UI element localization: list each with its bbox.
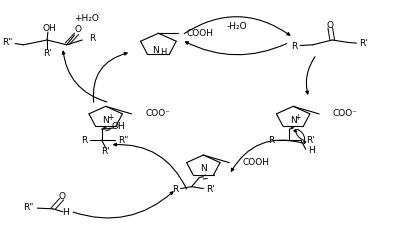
Text: R: R — [81, 136, 87, 145]
Text: R: R — [268, 136, 274, 145]
Text: COO⁻: COO⁻ — [333, 109, 358, 118]
Text: COO⁻: COO⁻ — [145, 109, 170, 118]
Text: R": R" — [118, 136, 128, 145]
Text: N: N — [102, 116, 109, 125]
Text: COOH: COOH — [243, 158, 270, 167]
Text: +H₂O: +H₂O — [74, 14, 98, 23]
Text: N: N — [290, 116, 296, 125]
Text: R: R — [291, 41, 297, 51]
Text: H: H — [308, 146, 315, 155]
Text: R': R' — [359, 39, 368, 48]
Text: +: + — [295, 113, 301, 122]
Text: +: + — [107, 113, 114, 122]
Text: R": R" — [2, 38, 13, 47]
Text: O: O — [75, 25, 82, 34]
Text: OH: OH — [111, 122, 125, 131]
Text: N: N — [200, 164, 207, 173]
Text: R': R' — [101, 147, 110, 156]
Text: H: H — [62, 208, 69, 217]
Text: R": R" — [23, 203, 34, 212]
Text: R': R' — [306, 136, 314, 145]
Text: OH: OH — [42, 24, 56, 33]
Text: O: O — [59, 192, 66, 201]
Text: R: R — [172, 184, 178, 193]
Text: O: O — [327, 20, 334, 30]
Text: R': R' — [43, 49, 52, 58]
Text: R: R — [89, 34, 96, 43]
Text: COOH: COOH — [187, 29, 214, 38]
Text: H: H — [160, 48, 166, 57]
Text: -H₂O: -H₂O — [226, 22, 247, 31]
Text: R': R' — [206, 184, 215, 193]
Text: N: N — [152, 46, 159, 55]
